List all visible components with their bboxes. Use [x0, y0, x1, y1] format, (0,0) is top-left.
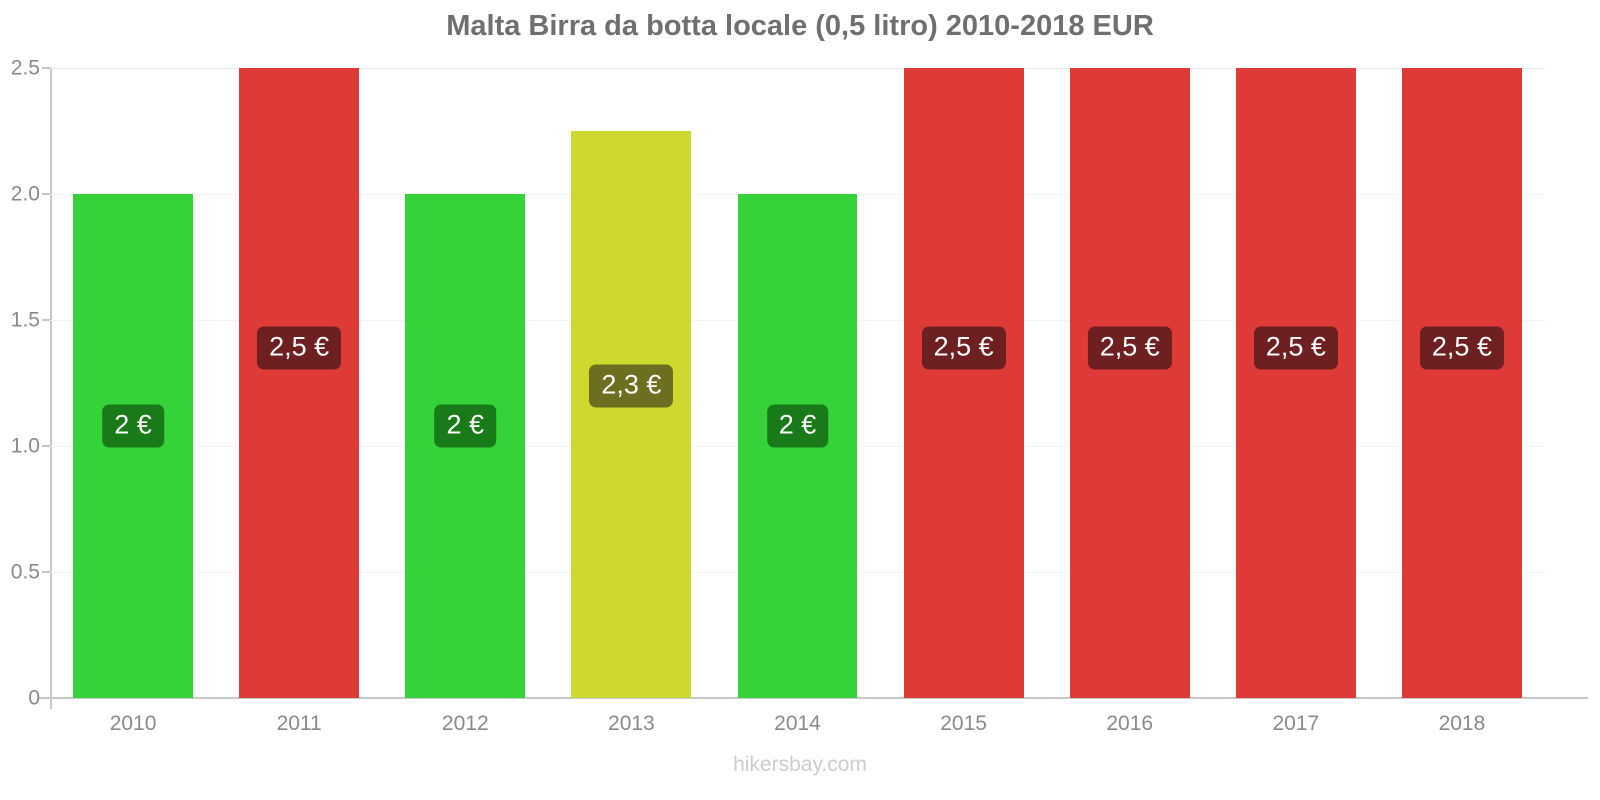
y-axis-tick-label: 0: [28, 686, 40, 710]
x-axis-tick-label: 2011: [276, 712, 322, 735]
y-axis-tick-mark: [42, 193, 51, 195]
y-axis-tick-label: 2.0: [10, 182, 40, 206]
x-axis-tick-label: 2016: [1106, 712, 1154, 735]
x-axis-tick-label: 2012: [441, 712, 489, 735]
x-axis-tick-label: 2017: [1272, 712, 1320, 735]
bar-value-label: 2,5 €: [1253, 326, 1338, 370]
bar[interactable]: [903, 68, 1024, 698]
y-axis-tick-mark: [42, 67, 51, 69]
bar[interactable]: [571, 131, 692, 698]
bar-value-label: 2,5 €: [921, 326, 1006, 370]
y-axis-tick-mark: [42, 571, 51, 573]
bar-value-label: 2 €: [434, 404, 497, 448]
y-axis-tick-label: 1.5: [10, 308, 40, 332]
y-axis-line: [50, 68, 52, 709]
bar[interactable]: [1235, 68, 1356, 698]
x-axis-tick-label: 2015: [940, 712, 987, 735]
y-axis-tick-mark: [42, 445, 51, 447]
x-axis-line: [38, 697, 1588, 699]
x-axis-tick-label: 2010: [109, 712, 157, 735]
bar-value-label: 2,5 €: [1087, 326, 1172, 370]
page-title: Malta Birra da botta locale (0,5 litro) …: [446, 10, 1154, 42]
bar-value-label: 2 €: [766, 404, 829, 448]
bar[interactable]: [1401, 68, 1522, 698]
watermark: hikersbay.com: [733, 753, 867, 776]
bar-value-label: 2,5 €: [1419, 326, 1504, 370]
bar-value-label: 2,5 €: [257, 326, 342, 370]
bar[interactable]: [239, 68, 360, 698]
bar-value-label: 2 €: [102, 404, 164, 448]
y-axis-tick-label: 0.5: [10, 560, 40, 584]
x-axis-tick-label: 2018: [1438, 712, 1486, 735]
y-axis-tick-mark: [42, 319, 51, 321]
y-axis-tick-label: 2.5: [10, 56, 40, 80]
x-axis-tick-label: 2014: [774, 712, 821, 735]
gridline: [50, 68, 1545, 69]
x-axis-tick-label: 2013: [608, 712, 655, 735]
bar[interactable]: [1069, 68, 1190, 698]
y-axis-tick-mark: [42, 697, 51, 699]
plot-area: 2 € 2,5 € 2 € 2,3 € 2 € 2,5 € 2,5 € 2,5 € 2,5 €: [50, 68, 1545, 698]
y-axis-tick-label: 1.0: [10, 434, 40, 458]
bar-value-label: 2,3 €: [589, 364, 674, 408]
